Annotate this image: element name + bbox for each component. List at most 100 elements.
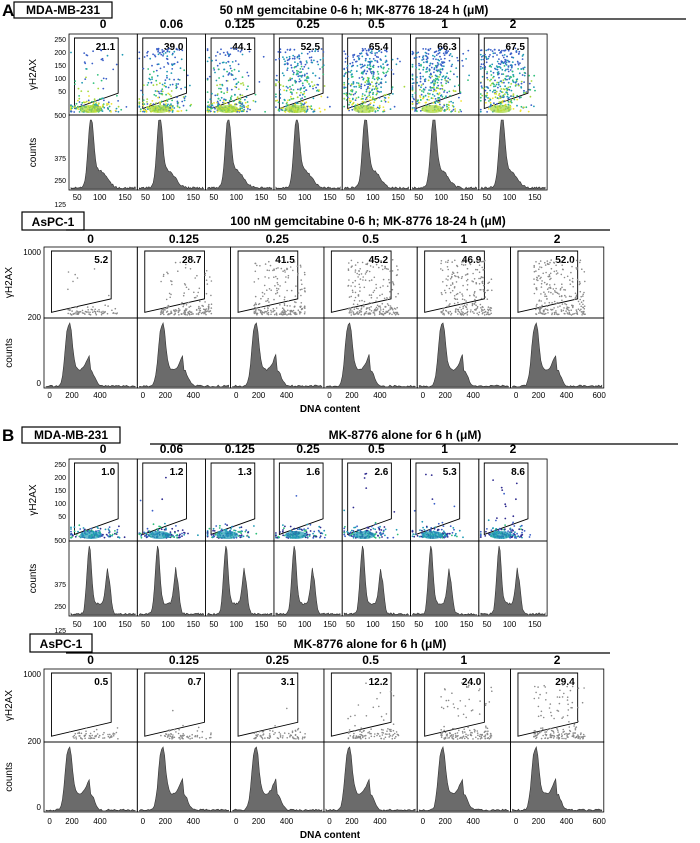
- scatter-dot: [464, 274, 467, 276]
- scatter-dot: [507, 49, 510, 52]
- scatter-dot: [89, 314, 92, 316]
- scatter-dot: [422, 97, 424, 100]
- gate-percentage: 67.5: [506, 42, 526, 53]
- scatter-dot: [378, 536, 381, 539]
- scatter-dot: [455, 734, 457, 737]
- gate-region: [483, 462, 529, 536]
- scatter-dot: [484, 66, 487, 68]
- scatter-dot: [448, 737, 451, 739]
- scatter-dot: [343, 86, 346, 89]
- cell-line-label: AsPC-1: [40, 637, 83, 651]
- scatter-dot: [304, 736, 306, 738]
- scatter-dot: [430, 82, 432, 84]
- scatter-dot: [287, 87, 289, 89]
- scatter-dot: [359, 737, 362, 739]
- scatter-dot: [240, 532, 243, 535]
- scatter-dot: [453, 727, 455, 730]
- scatter-dot: [502, 73, 505, 75]
- scatter-dot: [451, 55, 453, 58]
- scatter-dot: [245, 529, 248, 531]
- scatter-dot: [509, 527, 512, 530]
- scatter-dot: [249, 108, 252, 111]
- scatter-dot: [487, 282, 489, 285]
- scatter-dot: [82, 527, 85, 529]
- scatter-dot: [138, 533, 141, 536]
- scatter-dot: [412, 52, 415, 54]
- scatter-dot: [266, 269, 269, 272]
- scatter-dot: [267, 311, 270, 314]
- scatter-dot: [458, 111, 460, 113]
- scatter-dot: [289, 49, 291, 51]
- scatter-dot: [420, 63, 422, 66]
- hist-y-axis-label: counts: [28, 564, 39, 593]
- scatter-dot: [472, 280, 475, 283]
- scatter-dot: [535, 308, 537, 311]
- scatter-dot: [442, 281, 444, 283]
- scatter-dot: [438, 92, 441, 94]
- scatter-dot: [458, 729, 460, 732]
- scatter-dot: [169, 532, 172, 535]
- scatter-dot: [572, 306, 574, 309]
- scatter-dot: [487, 308, 489, 311]
- scatter-dots: [159, 259, 213, 316]
- scatter-dot: [304, 307, 306, 310]
- scatter-dot: [544, 293, 546, 295]
- scatter-dot: [166, 50, 169, 52]
- scatter-dot: [294, 61, 296, 63]
- scatter-dot: [75, 736, 77, 738]
- scatter-dot: [217, 102, 220, 104]
- scatter-dot: [484, 535, 487, 537]
- scatter-dot: [512, 515, 515, 518]
- scatter-dot: [561, 286, 563, 289]
- scatter-dot: [259, 265, 261, 267]
- scatter-dot: [354, 264, 357, 266]
- scatter-dot: [361, 103, 364, 106]
- scatter-dot: [426, 60, 429, 63]
- scatter-dot: [138, 98, 141, 100]
- scatter-dot: [476, 305, 479, 308]
- scatter-dot: [441, 88, 444, 91]
- dose-label: 0: [87, 653, 94, 667]
- scatter-dot: [389, 296, 391, 299]
- scatter-dot: [233, 78, 235, 81]
- scatter-dot: [487, 108, 490, 110]
- scatter-dot: [509, 75, 512, 78]
- scatter-dot: [443, 110, 446, 112]
- scatter-dot: [67, 288, 69, 291]
- scatter-dot: [579, 261, 581, 264]
- gate-region: [142, 37, 187, 110]
- scatter-dot: [549, 278, 551, 281]
- scatter-dot: [561, 283, 563, 286]
- scatter-dot: [546, 262, 549, 265]
- scatter-dot: [283, 313, 286, 316]
- scatter-dot: [503, 54, 506, 56]
- scatter-dot: [496, 54, 498, 56]
- scatter-dot: [541, 313, 544, 315]
- scatter-dot: [111, 534, 113, 537]
- scatter-dot: [379, 58, 382, 60]
- scatter-dot: [475, 736, 477, 739]
- scatter-dot: [212, 106, 215, 109]
- scatter-dot: [479, 82, 482, 84]
- scatter-dot: [545, 295, 548, 298]
- scatter-dots: [253, 260, 306, 316]
- scatter-dot: [288, 55, 291, 58]
- scatter-dot: [159, 526, 162, 529]
- scatter-dots: [206, 523, 258, 539]
- scatter-dot: [116, 94, 118, 97]
- scatter-dot: [157, 53, 160, 56]
- scatter-dot: [92, 82, 95, 84]
- scatter-dot: [500, 528, 503, 531]
- scatter-dot: [385, 306, 387, 308]
- scatter-dot: [481, 75, 484, 78]
- scatter-dot: [149, 73, 151, 76]
- gate-region: [142, 462, 187, 536]
- scatter-dot: [252, 99, 255, 102]
- scatter-dot: [484, 737, 487, 740]
- scatter-dot: [280, 312, 282, 315]
- scatter-dot: [167, 86, 170, 89]
- scatter-dot: [508, 60, 511, 63]
- scatter-dot: [421, 520, 424, 523]
- scatter-dot: [176, 96, 178, 99]
